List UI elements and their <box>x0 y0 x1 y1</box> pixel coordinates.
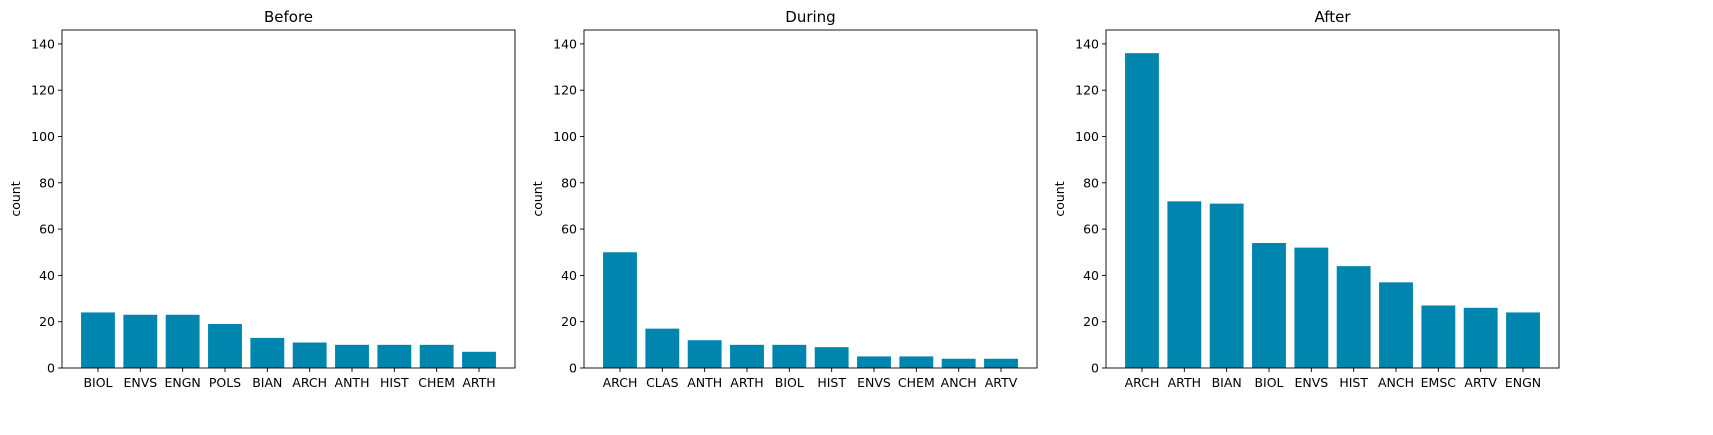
x-tick-label: ENGN <box>1505 375 1541 390</box>
bar-biol <box>1252 242 1286 368</box>
chart-title: After <box>1314 8 1351 26</box>
bar-clas <box>645 328 680 368</box>
bar-arth <box>462 351 496 368</box>
y-tick-label: 20 <box>39 314 55 329</box>
x-tick-label: BIOL <box>775 375 804 390</box>
bar-biol <box>772 344 807 368</box>
x-tick-label: HIST <box>1339 375 1368 390</box>
bar-envs <box>123 314 158 368</box>
x-tick-label: ENVS <box>857 375 891 390</box>
y-tick-label: 40 <box>1083 268 1099 283</box>
bar-engn <box>1506 312 1540 368</box>
axes-frame <box>583 29 1038 369</box>
y-tick-label: 20 <box>561 314 577 329</box>
y-axis-label: count <box>530 181 545 216</box>
y-tick-label: 120 <box>31 83 55 98</box>
y-tick-label: 40 <box>39 268 55 283</box>
bar-arth <box>1167 201 1202 368</box>
y-tick-label: 140 <box>31 36 55 51</box>
y-tick-label: 20 <box>1083 314 1099 329</box>
axes-frame <box>61 29 516 369</box>
y-tick-label: 60 <box>561 222 577 237</box>
bar-envs <box>857 356 891 368</box>
chart-title: During <box>785 8 835 26</box>
x-tick-label: ANCH <box>941 375 977 390</box>
y-tick-label: 60 <box>39 222 55 237</box>
x-tick-label: HIST <box>380 375 409 390</box>
x-tick-label: CLAS <box>646 375 679 390</box>
x-tick-label: ARCH <box>292 375 327 390</box>
chart-panel-during: 0 20 40 60 80 100 120 140 ARCH CLAS ANTH ARTH BIOL HI… <box>530 8 1038 390</box>
bar-emsc <box>1421 305 1456 368</box>
bar-arch <box>292 342 327 368</box>
bar-envs <box>1294 247 1329 368</box>
x-tick-label: ENVS <box>123 375 157 390</box>
x-tick-label: ARTV <box>1464 375 1497 390</box>
y-tick-label: 100 <box>1075 129 1099 144</box>
x-tick-label: ARTV <box>985 375 1018 390</box>
bar-artv <box>1463 307 1498 368</box>
bar-anth <box>335 344 369 368</box>
bar-artv <box>984 358 1018 368</box>
y-tick-label: 140 <box>553 36 577 51</box>
bar-bian <box>250 337 285 368</box>
bar-pols <box>208 324 242 368</box>
bar-arch <box>1125 53 1159 369</box>
x-tick-label: CHEM <box>418 375 455 390</box>
x-tick-label: ANTH <box>335 375 370 390</box>
y-tick-label: 80 <box>39 175 55 190</box>
bar-bian <box>1209 203 1244 368</box>
x-tick-label: ENVS <box>1294 375 1328 390</box>
bar-hist <box>814 347 849 368</box>
chart-panel-before: 0 20 40 60 80 100 120 140 BIOL ENVS ENGN POLS BIAN AR… <box>8 8 516 390</box>
bar-anch <box>1379 282 1413 368</box>
x-tick-label: BIAN <box>1212 375 1242 390</box>
bar-biol <box>81 312 115 368</box>
x-tick-label: ENGN <box>165 375 201 390</box>
axes-frame <box>1105 29 1560 369</box>
x-tick-label: ANCH <box>1378 375 1414 390</box>
y-tick-label: 120 <box>1075 83 1099 98</box>
x-tick-label: CHEM <box>898 375 935 390</box>
y-tick-label: 100 <box>553 129 577 144</box>
bar-hist <box>1336 266 1371 368</box>
y-tick-label: 60 <box>1083 222 1099 237</box>
y-tick-label: 0 <box>569 361 577 376</box>
y-tick-label: 40 <box>561 268 577 283</box>
y-tick-label: 100 <box>31 129 55 144</box>
y-axis-label: count <box>1052 181 1067 216</box>
chart-panel-after: 0 20 40 60 80 100 120 140 ARCH ARTH BIAN BIOL ENVS HI… <box>1052 8 1560 390</box>
y-tick-label: 80 <box>561 175 577 190</box>
y-axis-label: count <box>8 181 23 216</box>
x-tick-label: POLS <box>209 375 241 390</box>
x-tick-label: ANTH <box>687 375 722 390</box>
x-tick-label: ARTH <box>1168 375 1201 390</box>
x-tick-label: ARCH <box>603 375 638 390</box>
chart-title: Before <box>264 8 313 26</box>
x-tick-label: ARTH <box>730 375 763 390</box>
bar-hist <box>377 344 412 368</box>
x-tick-label: HIST <box>817 375 846 390</box>
y-tick-label: 140 <box>1075 36 1099 51</box>
x-tick-label: EMSC <box>1421 375 1457 390</box>
y-tick-label: 0 <box>47 361 55 376</box>
x-tick-label: BIAN <box>252 375 282 390</box>
x-tick-label: ARTH <box>462 375 495 390</box>
bar-engn <box>165 314 200 368</box>
x-tick-label: BIOL <box>1254 375 1283 390</box>
y-tick-label: 120 <box>553 83 577 98</box>
bar-chem <box>419 344 454 368</box>
bar-anch <box>941 358 976 368</box>
bar-arth <box>730 344 764 368</box>
x-tick-label: ARCH <box>1125 375 1160 390</box>
bar-anth <box>687 340 722 368</box>
y-tick-label: 0 <box>1091 361 1099 376</box>
y-tick-label: 80 <box>1083 175 1099 190</box>
bar-arch <box>603 252 637 368</box>
bar-chem <box>899 356 934 368</box>
x-tick-label: BIOL <box>83 375 112 390</box>
